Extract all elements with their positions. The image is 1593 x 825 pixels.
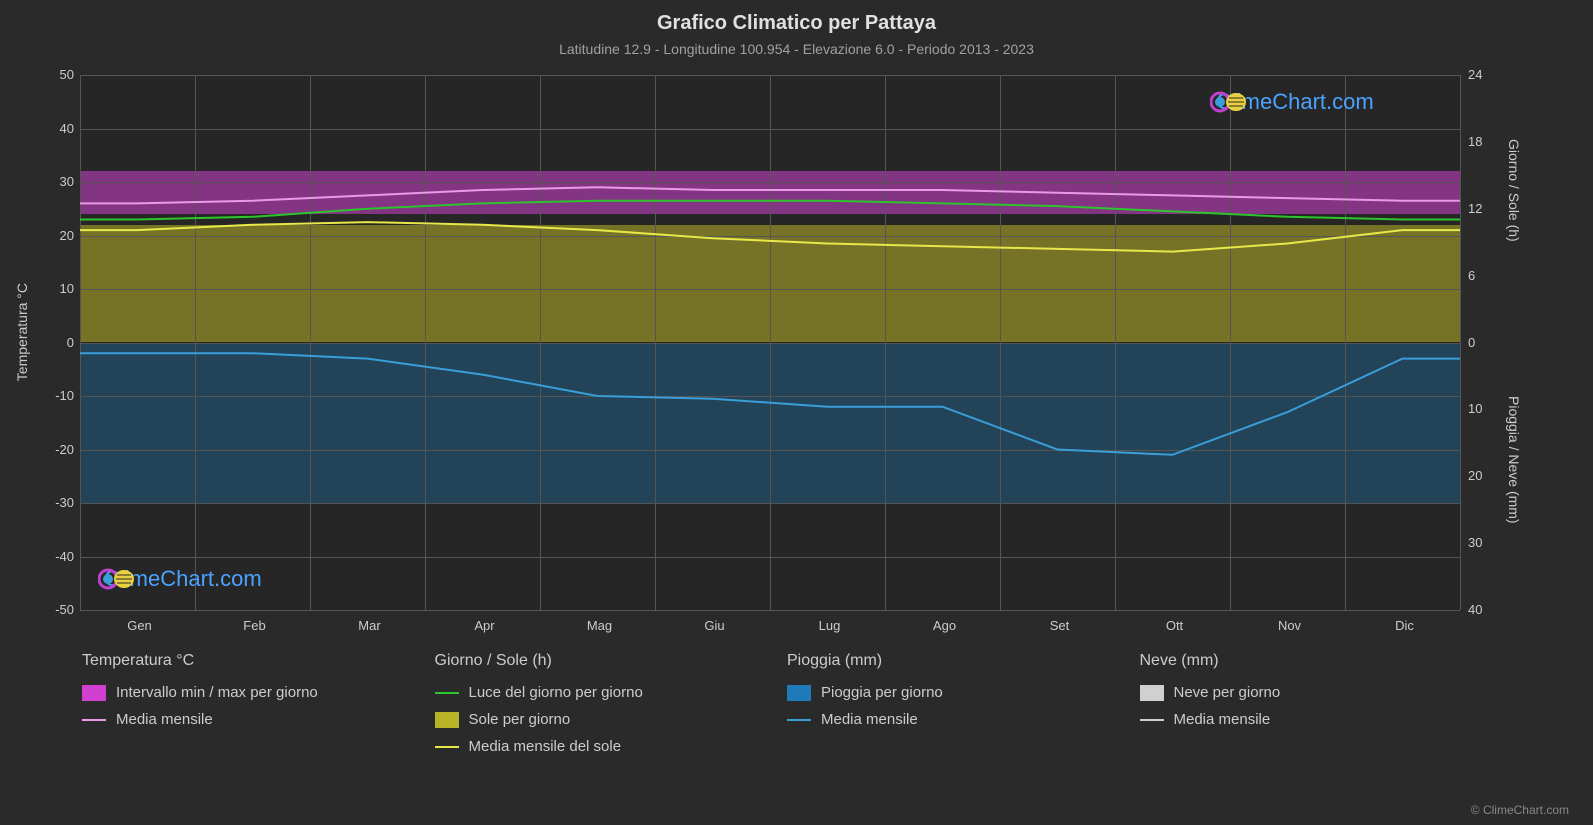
logo-bottom-left: ClimeChart.com (98, 566, 262, 592)
month-label: Dic (1385, 618, 1425, 633)
legend: Temperatura °C Intervallo min / max per g… (82, 652, 1452, 755)
legend-item: Media mensile (787, 711, 1100, 728)
y-right-tick-mm: 30 (1468, 535, 1482, 550)
legend-column: Pioggia (mm) Pioggia per giorno Media mens… (787, 652, 1100, 755)
y-left-tick: 10 (42, 281, 74, 296)
legend-column: Temperatura °C Intervallo min / max per g… (82, 652, 395, 755)
y-right-tick-hours: 12 (1468, 201, 1482, 216)
legend-item: Sole per giorno (435, 711, 748, 728)
legend-label: Sole per giorno (469, 711, 571, 728)
grid-line-v (1460, 75, 1461, 610)
month-label: Giu (695, 618, 735, 633)
legend-line-icon (82, 719, 106, 721)
y-right-tick-hours: 24 (1468, 67, 1482, 82)
climate-chart-container: Grafico Climatico per Pattaya Latitudine… (0, 0, 1593, 825)
y-left-tick: -30 (42, 495, 74, 510)
legend-header: Temperatura °C (82, 652, 395, 670)
y-left-tick: 40 (42, 121, 74, 136)
legend-item: Media mensile (1140, 711, 1453, 728)
y-left-tick: -40 (42, 549, 74, 564)
month-label: Feb (235, 618, 275, 633)
series-line (80, 353, 1460, 455)
month-label: Set (1040, 618, 1080, 633)
legend-item: Luce del giorno per giorno (435, 684, 748, 701)
y-right-tick-hours: 18 (1468, 134, 1482, 149)
legend-line-icon (1140, 719, 1164, 721)
legend-label: Media mensile (1174, 711, 1271, 728)
legend-item: Pioggia per giorno (787, 684, 1100, 701)
legend-label: Intervallo min / max per giorno (116, 684, 318, 701)
legend-label: Luce del giorno per giorno (469, 684, 643, 701)
legend-header: Pioggia (mm) (787, 652, 1100, 670)
y-left-tick: -50 (42, 602, 74, 617)
legend-column: Neve (mm) Neve per giorno Media mensile (1140, 652, 1453, 755)
legend-header: Neve (mm) (1140, 652, 1453, 670)
y-left-tick: -20 (42, 442, 74, 457)
grid-line-h (80, 610, 1460, 611)
month-label: Mar (350, 618, 390, 633)
legend-swatch-icon (787, 685, 811, 701)
legend-swatch-icon (435, 712, 459, 728)
month-label: Lug (810, 618, 850, 633)
legend-column: Giorno / Sole (h) Luce del giorno per gio… (435, 652, 748, 755)
y-right-axis-title-1: Giorno / Sole (h) (1506, 139, 1522, 242)
month-label: Apr (465, 618, 505, 633)
y-right-tick-mm: 20 (1468, 468, 1482, 483)
month-label: Ott (1155, 618, 1195, 633)
plot-area (80, 75, 1460, 610)
data-lines (80, 75, 1460, 610)
y-right-tick-mm: 10 (1468, 401, 1482, 416)
legend-label: Neve per giorno (1174, 684, 1281, 701)
series-line (80, 201, 1460, 220)
series-line (80, 222, 1460, 252)
legend-label: Media mensile del sole (469, 738, 622, 755)
legend-item: Media mensile (82, 711, 395, 728)
legend-line-icon (787, 719, 811, 721)
y-right-tick-hours: 6 (1468, 268, 1475, 283)
month-label: Gen (120, 618, 160, 633)
y-left-tick: 30 (42, 174, 74, 189)
legend-item: Media mensile del sole (435, 738, 748, 755)
chart-title: Grafico Climatico per Pattaya (0, 0, 1593, 35)
y-left-tick: 50 (42, 67, 74, 82)
month-label: Mag (580, 618, 620, 633)
y-right-tick-hours: 0 (1468, 335, 1475, 350)
legend-line-icon (435, 746, 459, 748)
y-left-axis-title: Temperatura °C (14, 283, 30, 381)
month-label: Ago (925, 618, 965, 633)
copyright-text: © ClimeChart.com (1471, 803, 1569, 817)
legend-label: Media mensile (821, 711, 918, 728)
y-left-tick: 0 (42, 335, 74, 350)
legend-item: Intervallo min / max per giorno (82, 684, 395, 701)
legend-line-icon (435, 692, 459, 694)
y-right-axis-title-2: Pioggia / Neve (mm) (1506, 396, 1522, 524)
month-label: Nov (1270, 618, 1310, 633)
y-left-tick: -10 (42, 388, 74, 403)
legend-label: Media mensile (116, 711, 213, 728)
legend-swatch-icon (82, 685, 106, 701)
legend-swatch-icon (1140, 685, 1164, 701)
logo-top-right: ClimeChart.com (1210, 89, 1374, 115)
chart-subtitle: Latitudine 12.9 - Longitudine 100.954 - … (0, 41, 1593, 57)
legend-header: Giorno / Sole (h) (435, 652, 748, 670)
y-left-tick: 20 (42, 228, 74, 243)
y-right-tick-mm: 40 (1468, 602, 1482, 617)
legend-item: Neve per giorno (1140, 684, 1453, 701)
legend-label: Pioggia per giorno (821, 684, 943, 701)
